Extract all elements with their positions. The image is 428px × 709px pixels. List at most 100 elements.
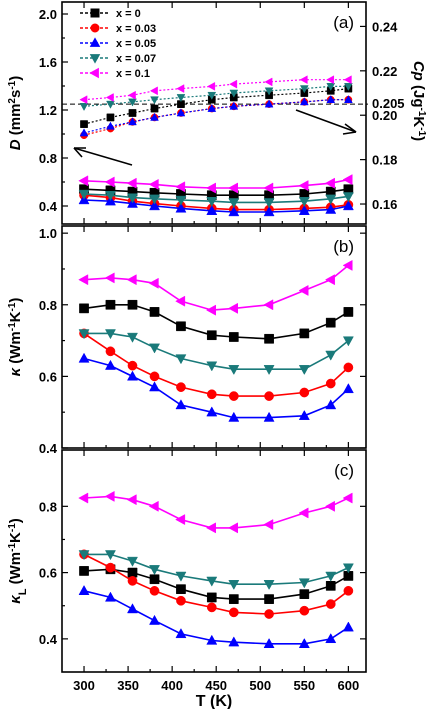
label-part: -1	[7, 302, 18, 311]
label-part: K	[410, 116, 427, 127]
data-point	[104, 359, 116, 370]
y-tick-label: 0.8	[39, 151, 57, 166]
plot-frame	[61, 225, 367, 449]
y2-axis-title: Cp (Jg-1K-1)	[410, 61, 428, 141]
data-point	[298, 180, 309, 192]
data-point	[175, 195, 187, 206]
data-point	[229, 89, 239, 98]
y-axis-title: κ (Wm-1K-1)	[7, 298, 25, 377]
panel-c: 0.40.60.8κL (Wm-1K-1)(c)300 350 400 450 500 5…	[7, 449, 367, 709]
data-point	[148, 277, 159, 289]
data-point	[343, 362, 354, 373]
y2-tick-label: 0.22	[372, 64, 397, 79]
legend-label: x = 0.1	[116, 68, 150, 80]
label-part: K	[7, 311, 24, 322]
data-point	[325, 378, 336, 389]
x-tick-label: 400	[161, 678, 183, 693]
data-point	[228, 198, 240, 209]
x-tick-label: 600	[338, 678, 360, 693]
data-point	[263, 206, 275, 217]
data-point	[78, 329, 90, 340]
data-point	[148, 178, 159, 190]
data-point	[325, 203, 337, 214]
data-point	[299, 605, 310, 616]
data-point	[80, 120, 88, 128]
data-point	[149, 194, 161, 205]
data-point	[127, 603, 138, 614]
data-point	[127, 90, 136, 100]
label-part: (Jg	[410, 81, 427, 108]
label-part: )	[7, 518, 24, 523]
data-point	[326, 75, 335, 85]
data-point	[298, 578, 310, 589]
reference-line-label: 0.205	[372, 96, 405, 111]
label-part: L	[17, 588, 29, 595]
legend-marker	[89, 37, 101, 47]
series-line	[83, 85, 349, 107]
data-point	[206, 406, 218, 417]
series-line	[83, 99, 349, 136]
data-point	[207, 91, 217, 100]
label-part: )	[7, 298, 24, 303]
data-point	[206, 592, 217, 603]
legend-label: x = 0.05	[116, 38, 156, 50]
label-part: )	[410, 136, 427, 141]
label-part: -1	[7, 543, 18, 552]
data-point	[325, 194, 337, 205]
data-point	[343, 95, 353, 103]
y-tick-label: 1.2	[39, 103, 57, 118]
data-point	[299, 589, 310, 599]
label-part: -1	[417, 127, 428, 136]
data-point	[342, 336, 354, 347]
data-point	[127, 360, 138, 371]
data-point	[106, 121, 115, 130]
label-part: Cp	[410, 61, 427, 81]
data-point	[127, 299, 138, 310]
data-point	[299, 85, 309, 94]
label-part: κ	[7, 594, 24, 604]
panel-label: (b)	[333, 237, 354, 256]
panel-label: (a)	[333, 13, 354, 32]
label-part: 2	[7, 98, 18, 104]
data-point	[229, 79, 238, 89]
data-point	[127, 556, 138, 567]
label-part: K	[7, 532, 24, 543]
x-tick-label: 450	[205, 678, 227, 693]
series-line	[83, 332, 349, 397]
data-point	[325, 599, 336, 609]
data-point	[205, 182, 216, 194]
label-part: -1	[7, 80, 18, 89]
data-point	[299, 387, 310, 398]
data-point	[325, 350, 337, 361]
y-tick-label: 0.8	[39, 499, 57, 514]
series-line	[83, 264, 349, 311]
data-point	[263, 365, 275, 376]
data-point	[263, 519, 274, 531]
data-point	[79, 128, 89, 137]
data-point	[264, 609, 274, 619]
data-point	[127, 567, 138, 578]
y2-tick-label: 0.18	[372, 153, 397, 168]
x-tick-label: 500	[249, 678, 271, 693]
data-point	[127, 332, 138, 343]
y-tick-label: 0.8	[39, 298, 57, 313]
y2-tick-label: 0.20	[372, 108, 397, 123]
data-point	[205, 522, 216, 534]
series-line	[83, 79, 349, 101]
data-point	[176, 84, 185, 93]
data-point	[79, 95, 88, 105]
y-tick-label: 0.4	[39, 632, 58, 647]
data-point	[228, 206, 240, 217]
data-point	[150, 104, 159, 113]
data-point	[177, 100, 185, 108]
data-point	[342, 621, 354, 632]
data-point	[104, 176, 115, 188]
data-point	[149, 343, 161, 354]
y2-tick-label: 0.24	[372, 19, 398, 34]
data-point	[175, 202, 187, 213]
data-point	[228, 332, 239, 342]
data-point	[176, 108, 186, 117]
data-point	[298, 409, 310, 420]
data-point	[175, 295, 186, 307]
data-point	[176, 382, 186, 392]
